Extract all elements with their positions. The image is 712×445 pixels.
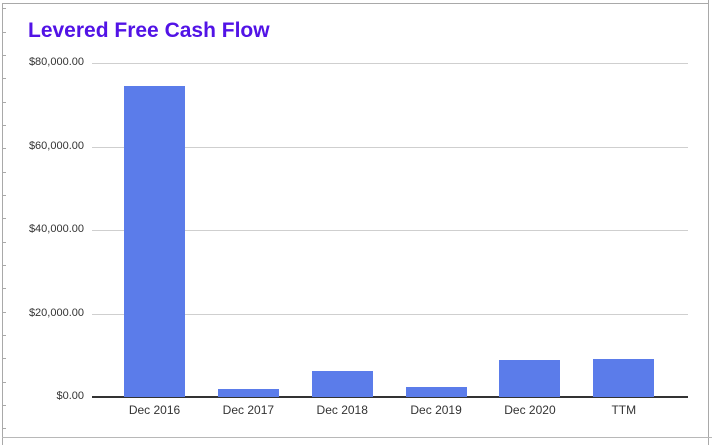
x-tick-label: Dec 2016 (128, 403, 181, 417)
x-tick-label: TTM (611, 403, 637, 417)
sheet-row-tick (3, 288, 6, 289)
sheet-row-tick (3, 195, 6, 196)
sheet-gridline-bottom (2, 437, 712, 438)
bar-dec-2018[interactable] (311, 370, 373, 397)
y-tick-label: $80,000.00 (28, 56, 84, 68)
sheet-row-tick (3, 55, 6, 56)
sheet-row-tick (3, 32, 6, 33)
y-tick-label: $20,000.00 (28, 306, 84, 319)
sheet-row-tick (3, 335, 6, 336)
sheet-row-tick (3, 265, 6, 266)
sheet-row-tick (3, 428, 6, 429)
x-tick-label: Dec 2017 (222, 403, 275, 417)
sheet-row-tick (3, 382, 6, 383)
sheet-row-tick (3, 172, 6, 173)
sheet-row-tick (3, 358, 6, 359)
x-tick-label: Dec 2019 (410, 403, 462, 417)
y-gridline (92, 146, 688, 148)
y-gridline (92, 63, 688, 64)
y-tick-label: $60,000.00 (28, 139, 84, 152)
bar-dec-2019[interactable] (405, 386, 467, 397)
x-tick-label: Dec 2018 (316, 403, 368, 417)
sheet-row-tick (3, 102, 6, 103)
chart-title: Levered Free Cash Flow (28, 19, 270, 42)
sheet-row-tick (3, 78, 6, 79)
sheet-row-tick (3, 125, 6, 126)
bar-dec-2017[interactable] (217, 388, 279, 397)
bar-ttm[interactable] (593, 359, 655, 397)
sheet-gridline-right (708, 0, 709, 445)
bar-dec-2020[interactable] (499, 359, 561, 397)
sheet-row-tick (3, 148, 6, 149)
y-tick-label: $0.00 (56, 390, 84, 402)
sheet-gridline-left (2, 3, 3, 445)
sheet-gridline-top (2, 3, 709, 4)
sheet-row-tick (3, 405, 6, 406)
bar-dec-2016[interactable] (124, 86, 185, 397)
y-gridline (92, 313, 688, 315)
sheet-row-tick (3, 8, 6, 9)
y-tick-label: $40,000.00 (28, 223, 84, 235)
x-tick-label: Dec 2020 (504, 403, 556, 417)
y-gridline (92, 230, 688, 231)
x-axis-line (92, 396, 688, 398)
sheet-row-tick (3, 242, 6, 243)
sheet-row-tick (3, 218, 6, 219)
sheet-row-tick (3, 312, 6, 313)
